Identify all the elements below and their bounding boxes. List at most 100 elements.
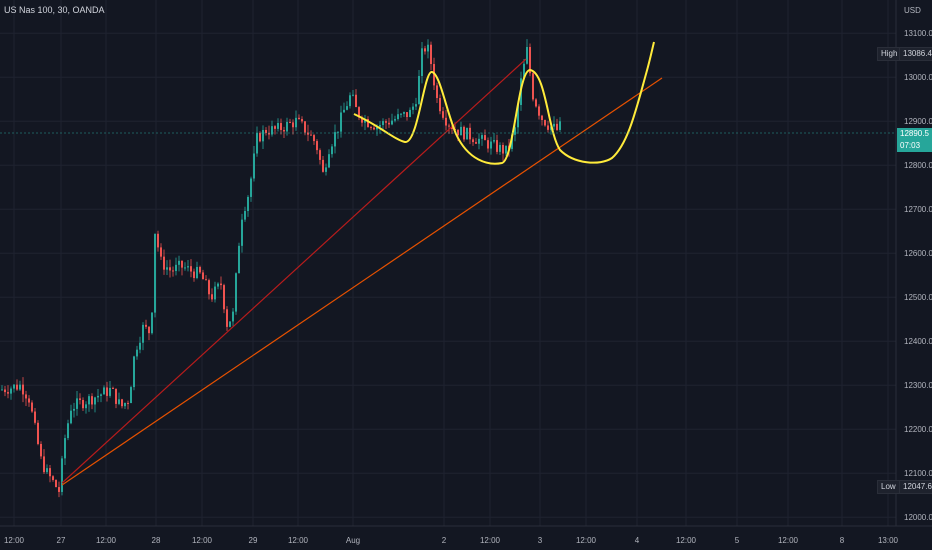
low-label: Low — [877, 480, 900, 494]
candle-body — [325, 167, 327, 172]
y-tick-label: 12900.0 — [904, 117, 932, 126]
candle-body — [349, 95, 351, 107]
candle-body — [205, 279, 207, 281]
candle-body — [25, 394, 27, 399]
candle-body — [79, 398, 81, 400]
candle-body — [364, 119, 366, 123]
drawing-forecast-curve[interactable] — [353, 41, 655, 165]
high-value: 13086.4 — [899, 47, 932, 61]
candle-body — [265, 129, 267, 133]
x-tick-label: 2 — [442, 536, 447, 545]
x-tick-label: 12:00 — [288, 536, 309, 545]
candle-body — [118, 399, 120, 404]
x-tick-label: 12:00 — [778, 536, 799, 545]
candle-body — [406, 112, 408, 118]
candle-body — [148, 326, 150, 334]
candle-body — [22, 384, 24, 395]
candle-body — [409, 109, 411, 118]
candle-body — [541, 115, 543, 121]
candle-body — [523, 63, 525, 79]
x-tick-label: 12:00 — [192, 536, 213, 545]
candle-body — [535, 99, 537, 107]
candle-body — [70, 410, 72, 424]
candle-body — [280, 123, 282, 130]
y-tick-label: 12300.0 — [904, 381, 932, 390]
candle-body — [472, 139, 474, 143]
candle-body — [133, 356, 135, 388]
candle-body — [370, 127, 372, 129]
candle-body — [220, 283, 222, 286]
y-tick-label: 12800.0 — [904, 161, 932, 170]
candle-body — [52, 476, 54, 480]
candle-body — [559, 121, 561, 130]
candle-body — [403, 112, 405, 114]
candle-body — [97, 395, 99, 398]
candle-body — [163, 256, 165, 270]
trendline-orange[interactable] — [61, 77, 663, 486]
x-tick-label: 13:00 — [878, 536, 899, 545]
y-tick-label: 13100.0 — [904, 29, 932, 38]
candle-body — [322, 159, 324, 172]
candle-body — [493, 140, 495, 142]
candle-body — [247, 196, 249, 212]
candle-body — [313, 135, 315, 142]
candle-body — [412, 106, 414, 110]
x-tick-label: 12:00 — [676, 536, 697, 545]
candle-body — [457, 129, 459, 136]
candle-body — [211, 294, 213, 300]
candle-body — [61, 458, 63, 492]
candle-body — [157, 233, 159, 248]
candle-body — [502, 144, 504, 154]
candle-body — [184, 267, 186, 269]
trendline-red[interactable] — [61, 58, 527, 484]
candle-body — [37, 422, 39, 444]
candle-body — [487, 140, 489, 149]
candle-body — [448, 125, 450, 127]
candle-body — [460, 126, 462, 136]
candle-body — [544, 120, 546, 126]
candle-body — [214, 286, 216, 300]
candle-body — [13, 384, 15, 389]
candle-body — [259, 132, 261, 142]
currency-label: USD — [904, 6, 921, 15]
candle-body — [82, 399, 84, 409]
candle-body — [388, 122, 390, 125]
candle-body — [331, 146, 333, 155]
candle-body — [352, 94, 354, 96]
candle-body — [310, 134, 312, 136]
candle-body — [31, 402, 33, 412]
candle-body — [253, 153, 255, 179]
x-tick-label: 27 — [57, 536, 66, 545]
candle-body — [283, 129, 285, 132]
candle-body — [418, 76, 420, 105]
candle-body — [301, 119, 303, 122]
candle-body — [286, 121, 288, 132]
candle-body — [85, 404, 87, 409]
candle-body — [436, 85, 438, 99]
candle-body — [553, 123, 555, 127]
y-tick-label: 12700.0 — [904, 205, 932, 214]
candle-body — [151, 312, 153, 334]
x-tick-label: 12:00 — [480, 536, 501, 545]
candle-body — [154, 233, 156, 313]
y-tick-label: 12600.0 — [904, 249, 932, 258]
candle-body — [307, 132, 309, 135]
candle-body — [145, 324, 147, 327]
candle-body — [496, 140, 498, 152]
candle-body — [481, 135, 483, 139]
candle-body — [196, 266, 198, 279]
candle-body — [517, 104, 519, 128]
candle-body — [499, 144, 501, 152]
candle-body — [10, 388, 12, 394]
candle-body — [328, 154, 330, 168]
candle-body — [250, 178, 252, 197]
x-tick-label: 4 — [635, 536, 640, 545]
candle-body — [430, 44, 432, 65]
candle-body — [73, 408, 75, 411]
candle-body — [124, 402, 126, 407]
candles — [1, 39, 561, 498]
x-tick-label: Aug — [346, 536, 360, 545]
candle-body — [103, 387, 105, 395]
candle-body — [556, 123, 558, 130]
